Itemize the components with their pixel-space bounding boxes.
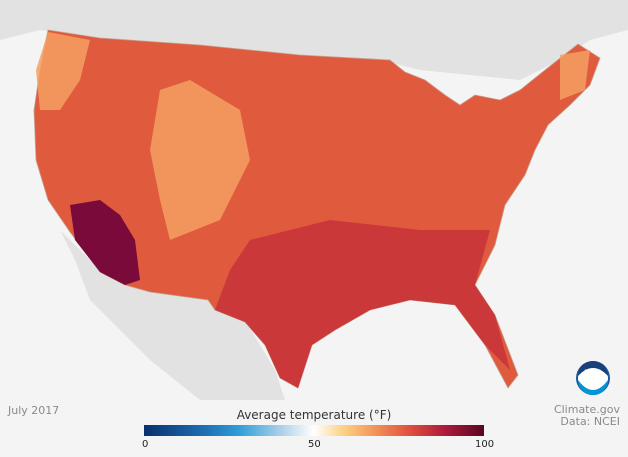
temperature-map: NOAA [0, 0, 628, 400]
credit-source: Climate.gov [553, 403, 620, 416]
legend-color-bar [144, 425, 484, 436]
noaa-logo: NOAA [576, 361, 610, 395]
legend-tick-mid: 50 [308, 439, 321, 450]
mexico-land [60, 230, 285, 400]
credit: Climate.gov Data: NCEI [554, 404, 620, 428]
date-label: July 2017 [8, 404, 60, 417]
legend-title: Average temperature (°F) [236, 408, 392, 422]
region-mountains-cool [36, 32, 590, 240]
legend-tick-max: 100 [475, 439, 495, 450]
canada-land [0, 0, 628, 80]
region-southwest-hottest [70, 200, 140, 285]
credit-data: Data: NCEI [560, 415, 620, 428]
region-south-hot [215, 220, 510, 388]
legend-tick-min: 0 [142, 439, 149, 450]
svg-text:NOAA: NOAA [584, 369, 602, 376]
